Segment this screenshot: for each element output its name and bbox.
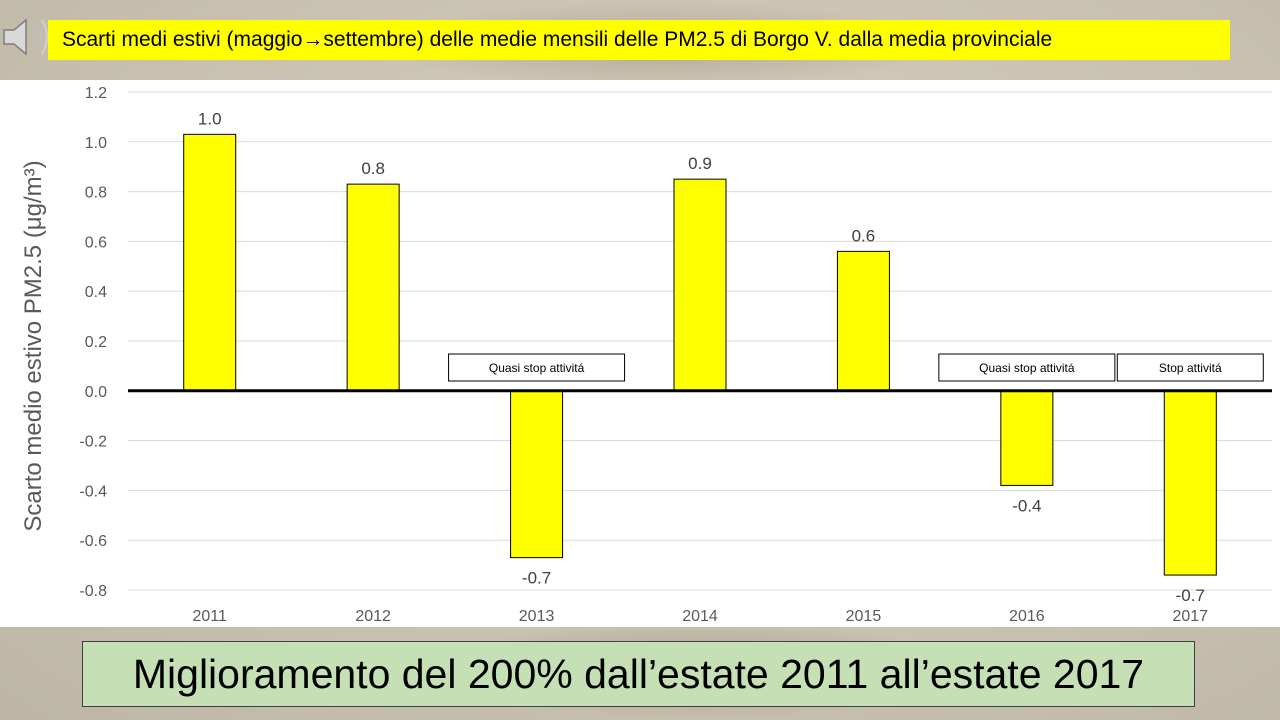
y-tick-label: 0.4 — [85, 284, 107, 301]
bar — [836, 250, 890, 392]
bar — [183, 133, 237, 392]
y-tick-label: -0.8 — [79, 583, 107, 600]
y-tick-label: 0.6 — [85, 234, 107, 251]
x-tick-label: 2016 — [1009, 608, 1045, 625]
bar-chart: 1.2 1.0 0.8 0.6 0.4 0.2 0.0 -0.2 -0.4 -0.6 -0.8 1.… — [20, 85, 1272, 625]
conclusion-text: Miglioramento del 200% dall’estate 2011 … — [132, 650, 1145, 697]
x-tick-label: 2014 — [682, 608, 718, 625]
annotation-text: Quasi stop attivitá — [979, 361, 1075, 375]
x-tick-label: 2017 — [1172, 608, 1208, 625]
bar — [1163, 390, 1217, 576]
bar — [1000, 390, 1054, 486]
data-label: -0.4 — [1012, 496, 1041, 515]
chart-panel: 1.2 1.0 0.8 0.6 0.4 0.2 0.0 -0.2 -0.4 -0.6 -0.8 1.… — [0, 80, 1280, 627]
y-tick-label: -0.4 — [79, 483, 107, 500]
title-bar: Scarti medi estivi (maggio→settembre) de… — [48, 20, 1230, 60]
data-label: 0.6 — [852, 226, 876, 245]
y-tick-label: -0.6 — [79, 533, 107, 550]
y-tick-label: -0.2 — [79, 434, 107, 451]
conclusion-box: Miglioramento del 200% dall’estate 2011 … — [82, 641, 1195, 707]
annotation-box — [938, 353, 1116, 382]
bar — [346, 183, 400, 392]
bar — [510, 390, 564, 559]
x-tick-label: 2015 — [846, 608, 882, 625]
slide-title: Scarti medi estivi (maggio→settembre) de… — [62, 28, 1053, 51]
y-tick-label: 0.2 — [85, 334, 107, 351]
data-label: -0.7 — [1176, 586, 1205, 605]
annotation-box — [448, 353, 626, 382]
data-label: -0.7 — [522, 569, 551, 588]
y-tick-label: 1.2 — [85, 85, 107, 102]
speaker-icon[interactable] — [0, 12, 52, 62]
y-tick-label: 1.0 — [85, 135, 107, 152]
annotation-text: Stop attivitá — [1159, 361, 1222, 375]
x-tick-label: 2012 — [355, 608, 391, 625]
x-tick-label: 2011 — [193, 608, 228, 625]
bar — [673, 178, 727, 392]
annotation-text: Quasi stop attivitá — [489, 361, 585, 375]
y-tick-label: 0.8 — [85, 185, 107, 202]
data-label: 0.8 — [361, 159, 385, 178]
x-tick-label: 2013 — [519, 608, 555, 625]
data-label: 1.0 — [198, 109, 222, 128]
y-axis-title: Scarto medio estivo PM2.5 (μg/m³) — [20, 160, 47, 531]
y-tick-label: 0.0 — [85, 384, 107, 401]
annotation-box — [1116, 353, 1264, 382]
data-label: 0.9 — [688, 154, 712, 173]
